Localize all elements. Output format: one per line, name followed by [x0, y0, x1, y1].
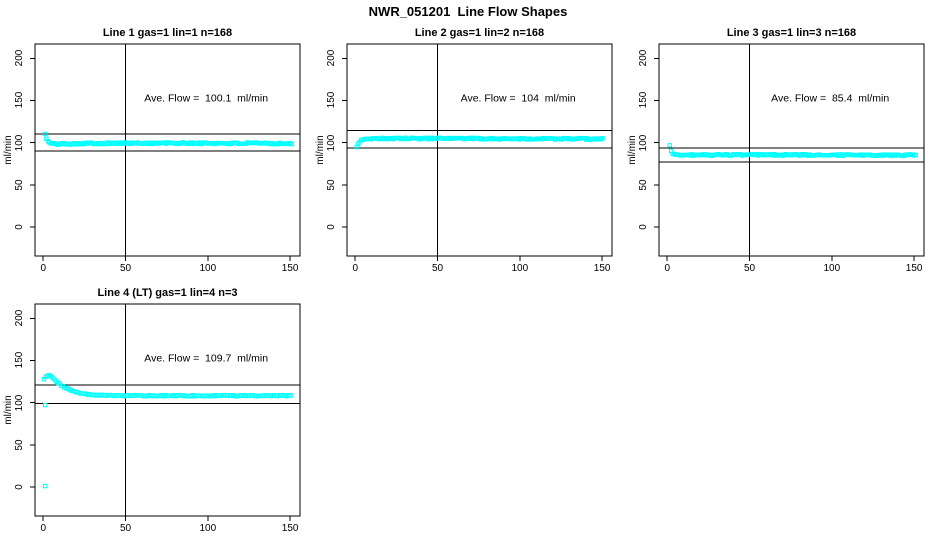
data-point-marker: [600, 136, 605, 141]
data-point-marker: [288, 393, 294, 398]
plot-svg: [654, 43, 925, 261]
x-tick-label: 100: [199, 263, 217, 274]
x-tick-label: 0: [664, 263, 670, 274]
x-tick-label: 100: [823, 263, 841, 274]
x-tick-label: 0: [352, 263, 358, 274]
x-tick-label: 50: [119, 523, 132, 534]
subplot-title: Line 2 gas=1 lin=2 n=168: [414, 27, 545, 39]
x-tick-label: 100: [199, 523, 217, 534]
data-point-marker: [43, 483, 48, 489]
y-axis-label: ml/min: [3, 135, 14, 165]
avg-flow-annotation: Ave. Flow = 85.4 ml/min: [771, 92, 890, 105]
x-tick-label: 0: [40, 263, 46, 274]
plot-box: [34, 303, 301, 517]
x-tick-label: 0: [40, 523, 46, 534]
x-tick-label: 50: [119, 263, 132, 274]
main-title: NWR_051201 Line Flow Shapes: [368, 4, 568, 19]
subplot-2: 0 50 100 150 0 50 100 150 200 Line 2 gas=1 lin=2 …: [312, 20, 624, 280]
plot-box: [658, 43, 925, 257]
x-tick-label: 150: [593, 263, 611, 274]
x-tick-label: 100: [511, 263, 529, 274]
subplot-title: Line 1 gas=1 lin=1 n=168: [102, 27, 233, 39]
x-tick-label: 150: [281, 523, 299, 534]
subplot-title: Line 3 gas=1 lin=3 n=168: [726, 27, 857, 39]
data-points: [41, 373, 294, 489]
plot-box: [34, 43, 301, 257]
subplot-3: 0 50 100 150 0 50 100 150 200 Line 3 gas=1 lin=3 …: [624, 20, 936, 280]
y-axis-label: ml/min: [315, 135, 326, 165]
data-points: [667, 143, 918, 159]
avg-flow-annotation: Ave. Flow = 109.7 ml/min: [144, 352, 269, 365]
subplot-title: Line 4 (LT) gas=1 lin=4 n=3: [97, 287, 238, 299]
data-points: [42, 131, 294, 147]
plot-box: [346, 43, 613, 257]
x-tick-label: 50: [743, 263, 756, 274]
x-tick-label: 150: [905, 263, 923, 274]
data-point-marker: [667, 143, 672, 148]
y-axis-label: ml/min: [3, 395, 14, 425]
subplot-1: 0 50 100 150 0 50 100 150 200 Line 1 gas=1 lin=1 …: [0, 20, 312, 280]
x-tick-label: 50: [431, 263, 444, 274]
data-point-marker: [289, 141, 294, 147]
plot-svg: [342, 43, 613, 261]
avg-flow-annotation: Ave. Flow = 100.1 ml/min: [144, 92, 269, 105]
subplot-4: 0 50 100 150 0 50 100 150 200 Line 4 (LT) gas=1 l…: [0, 280, 312, 540]
data-point-marker: [43, 402, 48, 408]
plot-svg: [30, 43, 301, 261]
plot-svg: [30, 303, 301, 521]
avg-flow-annotation: Ave. Flow = 104 ml/min: [460, 92, 576, 105]
y-axis-label: ml/min: [627, 135, 638, 165]
data-point-marker: [42, 131, 48, 137]
x-tick-label: 150: [281, 263, 299, 274]
data-points: [354, 135, 605, 150]
data-point-marker: [913, 152, 918, 158]
